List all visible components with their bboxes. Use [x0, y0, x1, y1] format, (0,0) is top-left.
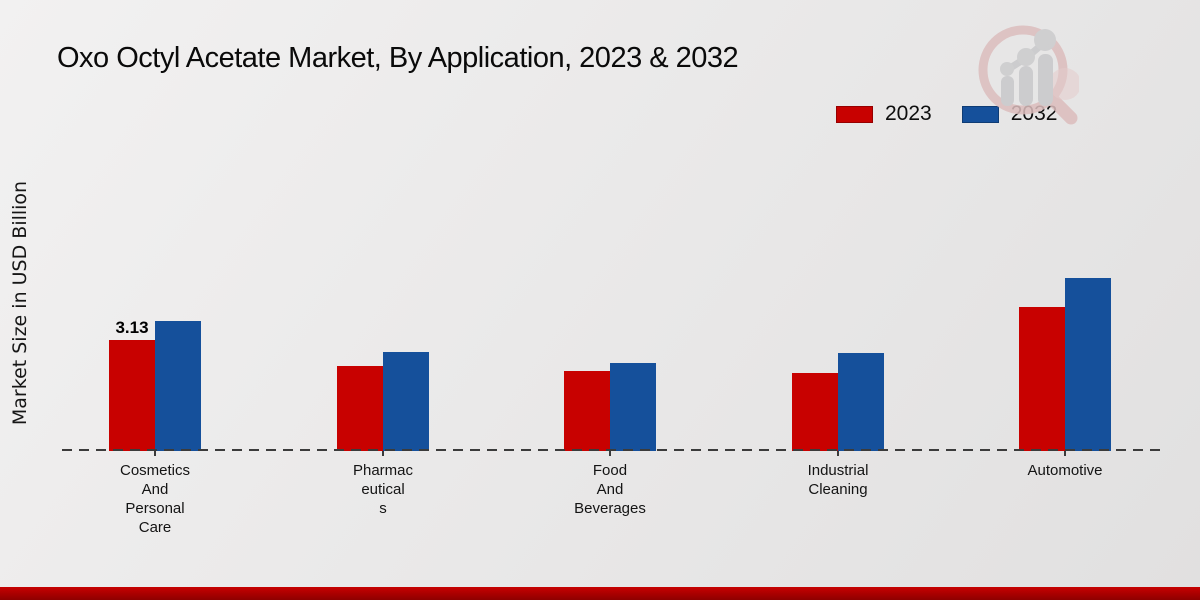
- bar-2023-1: [337, 366, 383, 451]
- x-tick-label-3: Industrial Cleaning: [807, 462, 869, 498]
- footer-accent-bar: [0, 587, 1200, 600]
- chart-title: Oxo Octyl Acetate Market, By Application…: [57, 42, 739, 74]
- x-tick-label-4: Automotive: [1027, 462, 1103, 479]
- plot-area: 3.13: [62, 256, 1163, 451]
- axis-tick: [609, 451, 611, 456]
- axis-tick: [1064, 451, 1066, 456]
- legend-item-2023: 2023: [836, 102, 932, 126]
- x-tick-label-0: Cosmetics And Personal Care: [119, 462, 190, 536]
- y-axis-label: Market Size in USD Billion: [9, 180, 31, 426]
- legend-swatch-2032: [961, 105, 999, 123]
- bar-value-label: 3.13: [115, 318, 149, 337]
- legend-label-2023: 2023: [885, 102, 932, 125]
- magnifier-bar-chart-logo-icon: [978, 25, 1079, 125]
- bar-2032-4: [1065, 278, 1111, 451]
- x-tick-label-2: Food And Beverages: [574, 462, 646, 517]
- x-tick-label-1: Pharmac eutical s: [352, 462, 414, 517]
- bar-2023-0: [109, 340, 155, 451]
- axis-tick: [154, 451, 156, 456]
- bar-2032-3: [838, 353, 884, 451]
- legend-swatch-2023: [836, 105, 873, 123]
- bar-2032-2: [610, 363, 656, 451]
- x-axis-baseline: [62, 449, 1163, 451]
- bar-2023-2: [564, 371, 610, 451]
- axis-tick: [837, 451, 839, 456]
- bar-2023-3: [792, 373, 838, 451]
- bar-2032-1: [383, 352, 429, 451]
- axis-tick: [382, 451, 384, 456]
- bar-2032-0: [155, 321, 201, 451]
- bar-2023-4: [1019, 307, 1065, 451]
